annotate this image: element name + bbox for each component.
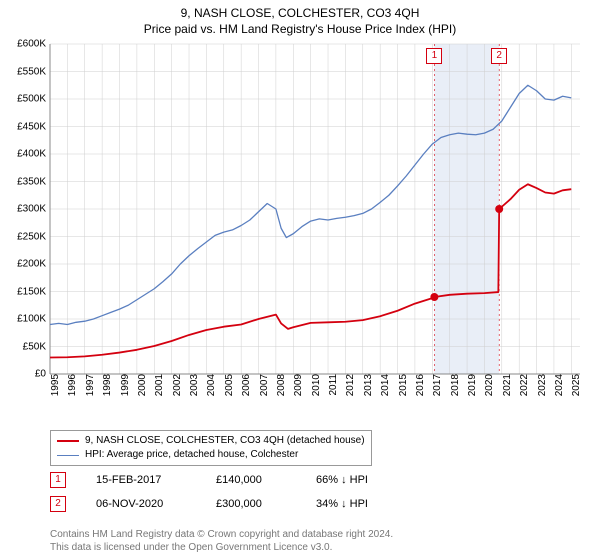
x-axis-tick-label: 2002 <box>168 374 183 396</box>
x-axis-tick-label: 2015 <box>394 374 409 396</box>
sale-badge: 2 <box>50 496 66 512</box>
legend-item: 9, NASH CLOSE, COLCHESTER, CO3 4QH (deta… <box>57 434 365 448</box>
footer-line-2: This data is licensed under the Open Gov… <box>50 541 393 554</box>
y-axis-tick-label: £250K <box>17 231 50 242</box>
x-axis-tick-label: 2008 <box>272 374 287 396</box>
x-axis-tick-label: 2012 <box>341 374 356 396</box>
sale-marker-badge: 1 <box>426 48 442 64</box>
y-axis-tick-label: £50K <box>23 341 50 352</box>
x-axis-tick-label: 1999 <box>116 374 131 396</box>
y-axis-tick-label: £200K <box>17 259 50 270</box>
y-axis-tick-label: £450K <box>17 121 50 132</box>
sale-price: £300,000 <box>216 498 286 510</box>
x-axis-tick-label: 2022 <box>515 374 530 396</box>
x-axis-tick-label: 1997 <box>81 374 96 396</box>
x-axis-tick-label: 2009 <box>289 374 304 396</box>
x-axis-tick-label: 1996 <box>63 374 78 396</box>
sale-date: 06-NOV-2020 <box>96 498 186 510</box>
y-axis-tick-label: £550K <box>17 66 50 77</box>
legend-item: HPI: Average price, detached house, Colc… <box>57 448 365 462</box>
y-axis-tick-label: £300K <box>17 204 50 215</box>
sale-marker-badge: 2 <box>491 48 507 64</box>
x-axis-tick-label: 2020 <box>480 374 495 396</box>
x-axis-tick-label: 2006 <box>237 374 252 396</box>
chart-title-2: Price paid vs. HM Land Registry's House … <box>0 22 600 36</box>
sale-price: £140,000 <box>216 474 286 486</box>
sale-badge: 1 <box>50 472 66 488</box>
legend-label: 9, NASH CLOSE, COLCHESTER, CO3 4QH (deta… <box>85 434 365 448</box>
sale-marker-dot <box>495 205 503 213</box>
y-axis-tick-label: £150K <box>17 286 50 297</box>
x-axis-tick-label: 2000 <box>133 374 148 396</box>
chart-plot-area: £0£50K£100K£150K£200K£250K£300K£350K£400… <box>50 44 580 374</box>
y-axis-tick-label: £600K <box>17 39 50 50</box>
sale-detail-row: 1 15-FEB-2017 £140,000 66% ↓ HPI <box>50 472 368 488</box>
x-axis-tick-label: 2014 <box>376 374 391 396</box>
x-axis-tick-label: 2011 <box>324 374 339 396</box>
x-axis-tick-label: 2017 <box>428 374 443 396</box>
x-axis-tick-label: 2025 <box>567 374 582 396</box>
legend: 9, NASH CLOSE, COLCHESTER, CO3 4QH (deta… <box>50 430 372 466</box>
legend-swatch <box>57 455 79 456</box>
x-axis-tick-label: 2010 <box>307 374 322 396</box>
y-axis-tick-label: £100K <box>17 314 50 325</box>
sale-date: 15-FEB-2017 <box>96 474 186 486</box>
sale-vs-hpi: 66% ↓ HPI <box>316 474 368 486</box>
legend-label: HPI: Average price, detached house, Colc… <box>85 448 298 462</box>
y-axis-tick-label: £350K <box>17 176 50 187</box>
sale-marker-dot <box>430 293 438 301</box>
footer-line-1: Contains HM Land Registry data © Crown c… <box>50 528 393 541</box>
x-axis-tick-label: 2019 <box>463 374 478 396</box>
sale-vs-hpi: 34% ↓ HPI <box>316 498 368 510</box>
y-axis-tick-label: £400K <box>17 149 50 160</box>
x-axis-tick-label: 2024 <box>550 374 565 396</box>
legend-swatch <box>57 440 79 442</box>
y-axis-tick-label: £500K <box>17 94 50 105</box>
x-axis-tick-label: 1995 <box>46 374 61 396</box>
x-axis-tick-label: 2003 <box>185 374 200 396</box>
x-axis-tick-label: 2018 <box>446 374 461 396</box>
x-axis-tick-label: 2001 <box>150 374 165 396</box>
x-axis-tick-label: 2004 <box>202 374 217 396</box>
chart-title-1: 9, NASH CLOSE, COLCHESTER, CO3 4QH <box>0 6 600 20</box>
x-axis-tick-label: 2007 <box>255 374 270 396</box>
x-axis-tick-label: 2021 <box>498 374 513 396</box>
sale-detail-row: 2 06-NOV-2020 £300,000 34% ↓ HPI <box>50 496 368 512</box>
x-axis-tick-label: 2005 <box>220 374 235 396</box>
x-axis-tick-label: 2016 <box>411 374 426 396</box>
x-axis-tick-label: 1998 <box>98 374 113 396</box>
footer-attribution: Contains HM Land Registry data © Crown c… <box>50 528 393 554</box>
x-axis-tick-label: 2013 <box>359 374 374 396</box>
x-axis-tick-label: 2023 <box>533 374 548 396</box>
